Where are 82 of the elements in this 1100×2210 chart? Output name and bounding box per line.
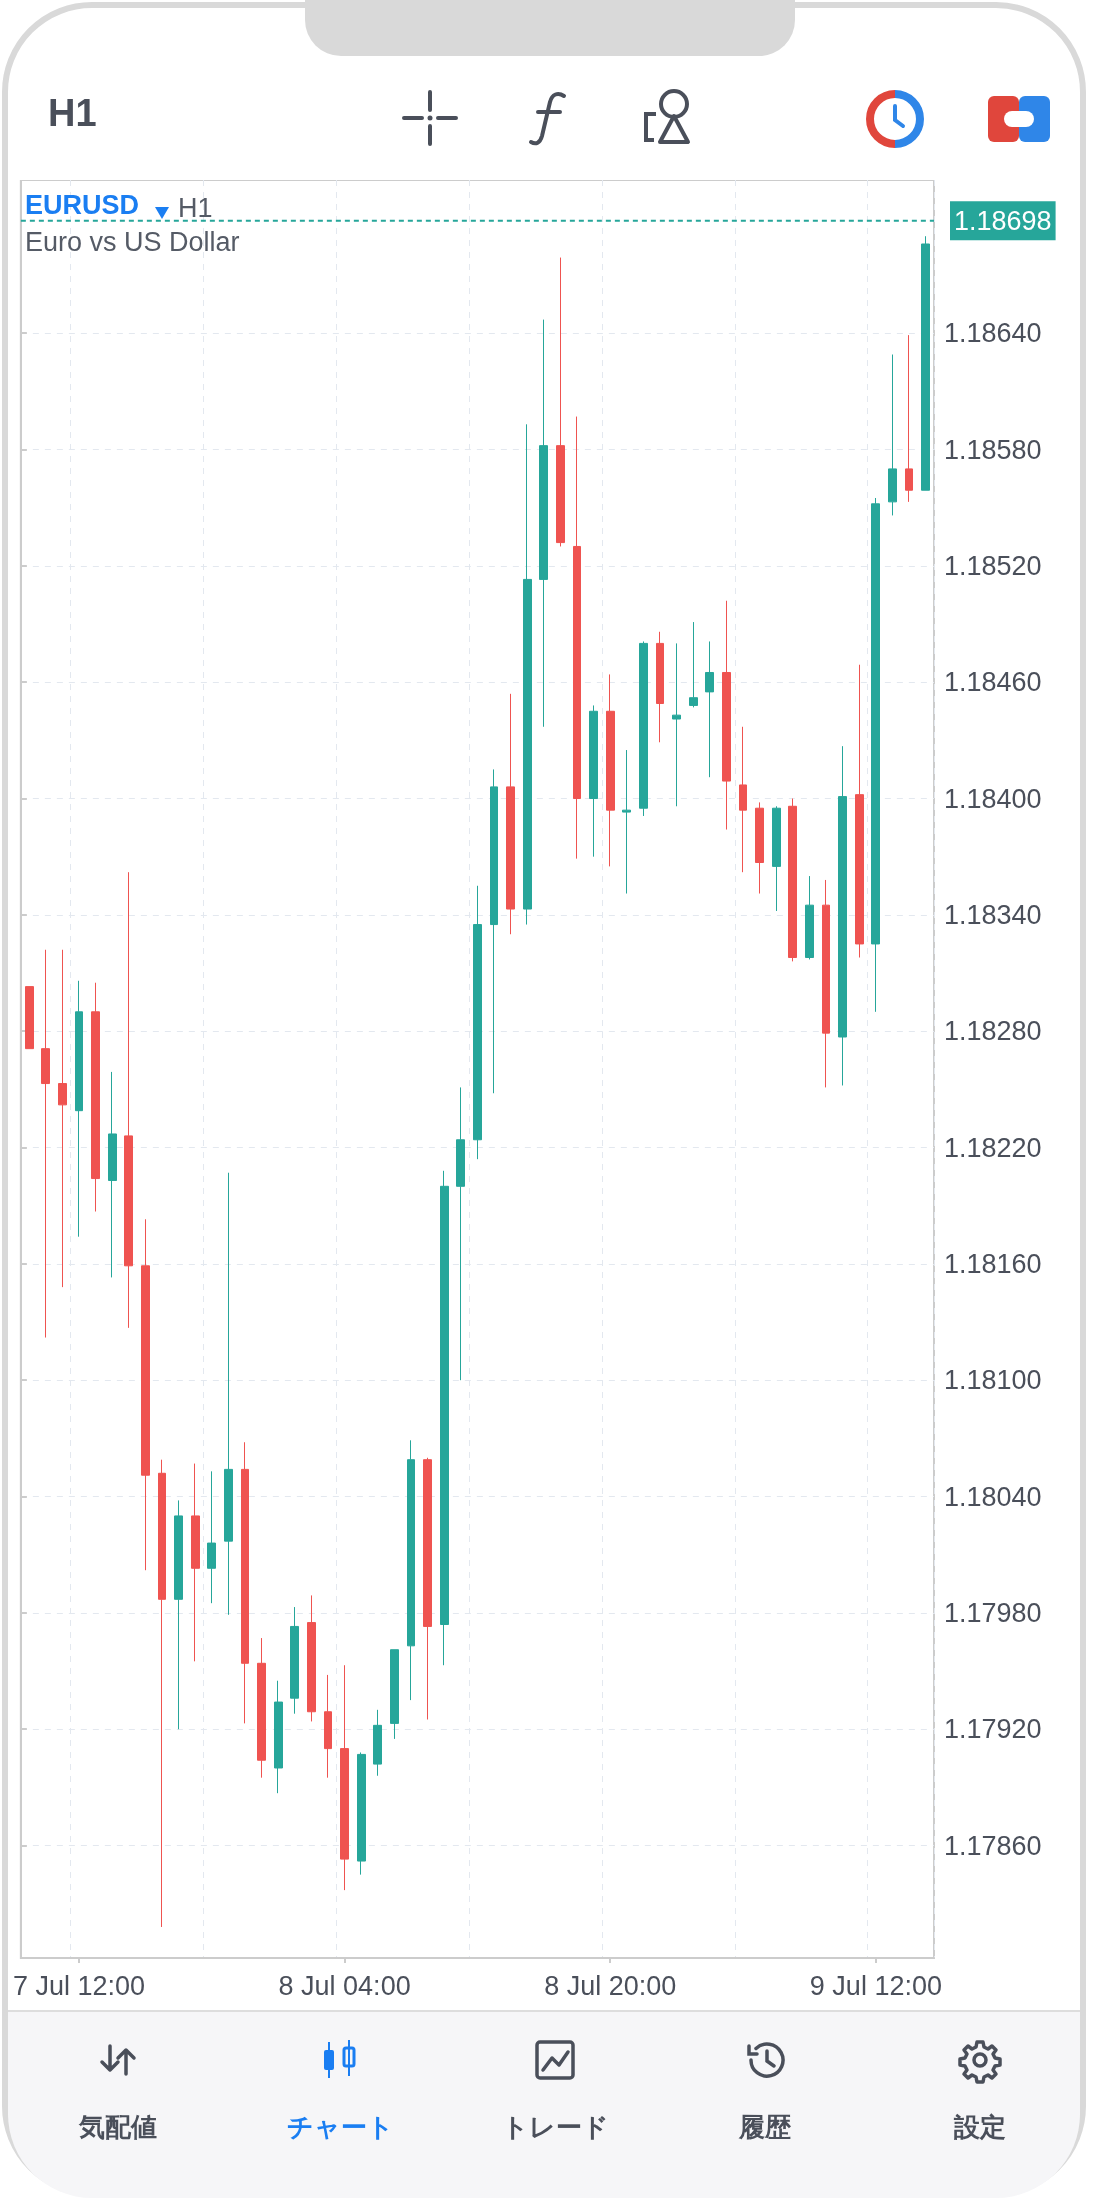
candlestick — [622, 749, 631, 895]
candlestick — [490, 768, 498, 1094]
candlestick — [689, 621, 698, 708]
candlestick — [705, 640, 714, 778]
candlestick — [340, 1664, 349, 1891]
y-tick-label: 1.18100 — [944, 1365, 1042, 1396]
candlestick — [755, 801, 764, 895]
candlestick — [838, 745, 847, 1086]
y-tick-label: 1.17920 — [944, 1714, 1042, 1745]
y-tick-label: 1.18520 — [944, 550, 1042, 581]
y-tick-label: 1.18640 — [944, 318, 1042, 349]
candlestick — [739, 726, 747, 873]
candlestick — [456, 1086, 465, 1381]
candlestick — [440, 1170, 449, 1666]
text: H1 — [48, 92, 97, 135]
y-tick-label: 1.17980 — [944, 1597, 1042, 1628]
candlestick — [124, 871, 133, 1329]
candlestick — [241, 1441, 249, 1724]
text: トレード — [500, 2111, 610, 2144]
candlestick — [539, 319, 548, 728]
x-tick-label: 8 Jul 20:00 — [544, 1970, 677, 2001]
candlestick — [191, 1463, 200, 1662]
candlestick — [108, 1071, 117, 1278]
candlestick — [639, 640, 648, 817]
candlestick — [307, 1594, 316, 1722]
ref-line-label: 1.18698 — [954, 205, 1052, 236]
x-tick-label: 8 Jul 04:00 — [278, 1970, 411, 2001]
candlestick — [357, 1751, 366, 1876]
candlestick — [58, 949, 67, 1288]
candlestick — [506, 693, 515, 935]
candlestick — [423, 1457, 432, 1721]
candlestick — [905, 334, 913, 503]
y-tick-label: 1.18340 — [944, 899, 1042, 930]
x-tick-label: 9 Jul 12:00 — [809, 1970, 942, 2001]
candlestick — [722, 600, 731, 831]
candlestick — [473, 885, 482, 1160]
candlestick — [805, 875, 814, 960]
y-tick-label: 1.18580 — [944, 434, 1042, 465]
candlestick — [373, 1709, 382, 1777]
text: チャート — [285, 2111, 395, 2144]
y-tick-label: 1.18400 — [944, 783, 1042, 814]
y-tick-label: 1.18040 — [944, 1481, 1042, 1512]
candlestick — [290, 1606, 299, 1715]
candlestick — [174, 1499, 183, 1730]
text: Euro vs US Dollar — [25, 226, 240, 257]
y-tick-label: 1.18160 — [944, 1248, 1042, 1279]
candlestick — [324, 1674, 332, 1779]
candlestick — [822, 879, 830, 1088]
x-tick-label: 7 Jul 12:00 — [12, 1970, 146, 2001]
y-tick-label: 1.18220 — [944, 1132, 1042, 1163]
candlestick — [788, 798, 797, 962]
candlestick — [224, 1172, 233, 1616]
text: 気配値 — [78, 2111, 158, 2144]
candlestick — [855, 664, 864, 959]
candlestick — [888, 354, 897, 516]
candlestick — [921, 235, 930, 491]
chart-title: EURUSD — [25, 189, 140, 220]
candlestick — [556, 257, 565, 547]
candlestick — [407, 1439, 415, 1701]
y-tick-label: 1.17860 — [944, 1830, 1042, 1861]
candlestick — [207, 1470, 216, 1604]
y-tick-label: 1.18460 — [944, 667, 1042, 698]
candlestick — [158, 1459, 166, 1928]
candlestick — [141, 1218, 150, 1571]
candlestick — [606, 673, 615, 867]
candlestick — [589, 704, 598, 858]
candlestick — [573, 416, 581, 860]
text: 設定 — [953, 2111, 1007, 2144]
candlestick — [656, 631, 664, 743]
candlestick — [274, 1680, 283, 1794]
candlestick — [672, 642, 681, 807]
candlestick — [523, 423, 532, 926]
candlestick — [91, 982, 100, 1213]
candlestick — [772, 805, 781, 912]
candlestick — [390, 1649, 399, 1740]
y-tick-label: 1.18280 — [944, 1016, 1042, 1047]
text: 履歴 — [738, 2111, 792, 2144]
annotation: H1 — [178, 193, 213, 224]
candlestick — [871, 497, 880, 1013]
candlestick — [41, 949, 50, 1339]
candlestick — [75, 980, 83, 1238]
candlestick — [257, 1637, 266, 1779]
